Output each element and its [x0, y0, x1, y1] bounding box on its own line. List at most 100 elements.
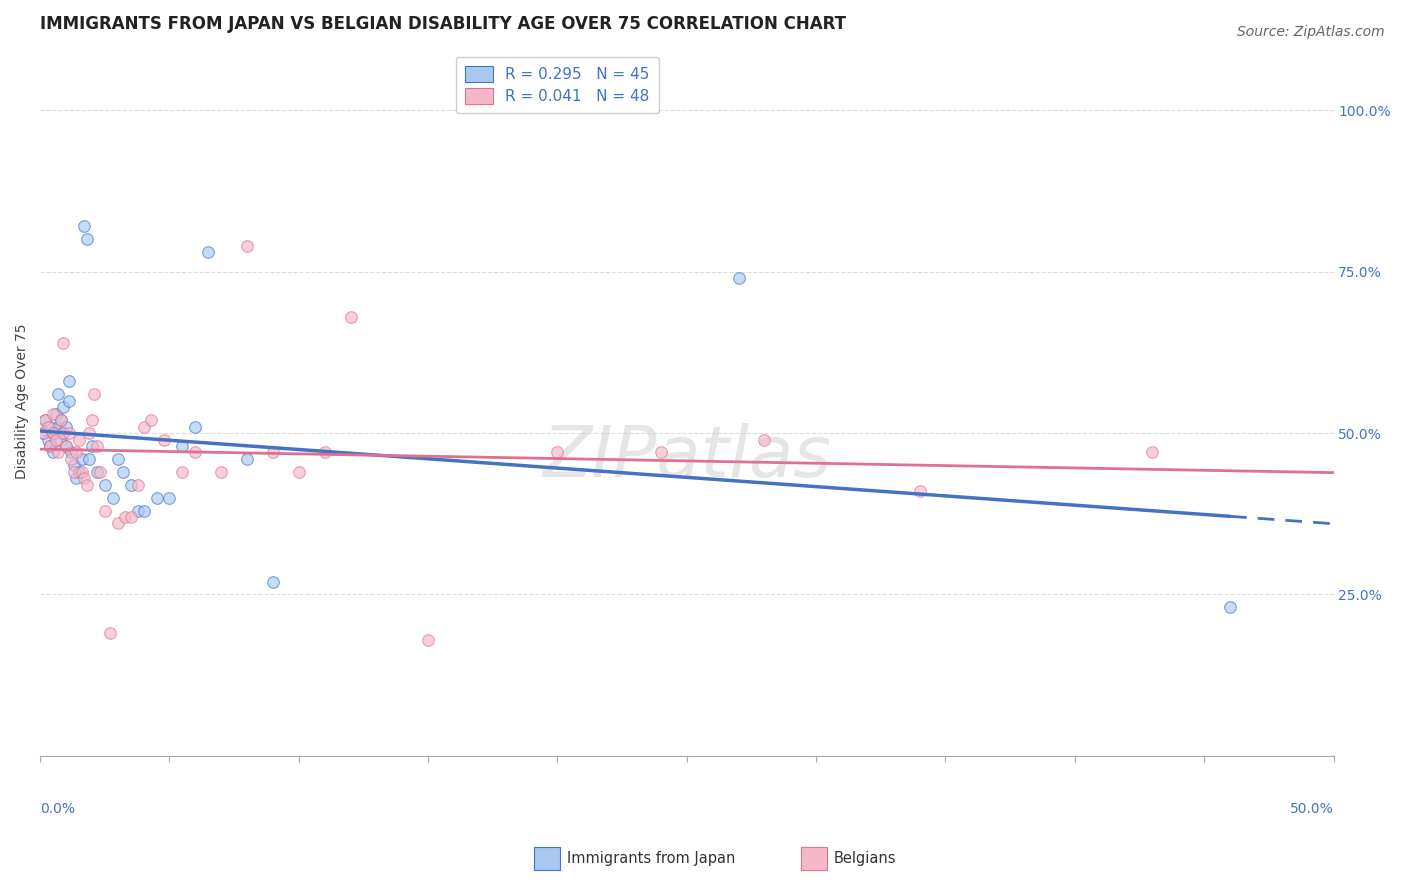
Point [34, 413, 56, 427]
Point [80, 413, 103, 427]
Text: Source: ZipAtlas.com: Source: ZipAtlas.com [1237, 25, 1385, 39]
Point [62, 465, 84, 479]
Point [49, 433, 72, 447]
Point [42, 407, 65, 421]
Point [172, 465, 194, 479]
Point [55, 439, 77, 453]
Point [55, 419, 77, 434]
Point [58, 426, 80, 441]
Point [45, 426, 67, 441]
Point [727, 271, 749, 285]
Point [52, 335, 75, 350]
Point [83, 387, 105, 401]
Point [172, 439, 194, 453]
Point [76, 232, 98, 246]
Point [132, 503, 155, 517]
Point [46, 419, 69, 434]
Point [39, 419, 62, 434]
Point [77, 426, 100, 441]
Point [197, 245, 219, 260]
Point [73, 471, 96, 485]
Point [80, 439, 103, 453]
Point [209, 465, 232, 479]
Point [262, 445, 284, 459]
Point [908, 484, 931, 499]
Point [86, 465, 108, 479]
Point [31, 426, 53, 441]
Point [52, 426, 75, 441]
Text: Belgians: Belgians [834, 851, 896, 866]
Point [39, 439, 62, 453]
Point [262, 574, 284, 589]
Point [184, 419, 207, 434]
Point [70, 451, 93, 466]
Point [288, 465, 311, 479]
Point [60, 445, 83, 459]
Point [94, 477, 117, 491]
Text: 50.0%: 50.0% [1289, 802, 1333, 816]
Point [60, 451, 83, 466]
Point [153, 433, 176, 447]
Text: ZIPatlas: ZIPatlas [543, 423, 831, 492]
Point [236, 451, 259, 466]
Point [77, 451, 100, 466]
Point [101, 491, 124, 505]
Point [67, 433, 90, 447]
Point [339, 310, 361, 324]
Point [46, 387, 69, 401]
Point [67, 465, 90, 479]
Point [236, 239, 259, 253]
Point [49, 413, 72, 427]
Point [42, 445, 65, 459]
Point [159, 491, 181, 505]
Point [70, 465, 93, 479]
Point [45, 433, 67, 447]
Point [114, 510, 136, 524]
Point [58, 375, 80, 389]
Point [34, 413, 56, 427]
Point [184, 445, 207, 459]
Point [58, 393, 80, 408]
Point [45, 407, 67, 421]
Y-axis label: Disability Age Over 75: Disability Age Over 75 [15, 323, 30, 478]
Point [120, 510, 142, 524]
Point [62, 458, 84, 473]
Point [145, 491, 167, 505]
Point [89, 465, 111, 479]
Point [1219, 600, 1241, 615]
Point [418, 632, 440, 647]
Point [98, 626, 121, 640]
Point [132, 419, 155, 434]
Point [120, 477, 142, 491]
Point [314, 445, 336, 459]
Point [1142, 445, 1164, 459]
Point [31, 426, 53, 441]
Point [141, 413, 163, 427]
Point [37, 433, 59, 447]
Point [39, 439, 62, 453]
Point [42, 426, 65, 441]
Point [111, 465, 134, 479]
Point [94, 503, 117, 517]
Point [73, 219, 96, 234]
Point [754, 433, 776, 447]
Point [650, 445, 672, 459]
Point [55, 439, 77, 453]
Point [86, 439, 108, 453]
Point [46, 445, 69, 459]
Point [52, 426, 75, 441]
Legend: R = 0.295   N = 45, R = 0.041   N = 48: R = 0.295 N = 45, R = 0.041 N = 48 [457, 57, 658, 113]
Point [42, 426, 65, 441]
Point [107, 516, 129, 531]
Point [37, 419, 59, 434]
Text: 0.0%: 0.0% [41, 802, 75, 816]
Point [546, 445, 568, 459]
Text: IMMIGRANTS FROM JAPAN VS BELGIAN DISABILITY AGE OVER 75 CORRELATION CHART: IMMIGRANTS FROM JAPAN VS BELGIAN DISABIL… [41, 15, 846, 33]
Point [127, 477, 149, 491]
Point [76, 477, 98, 491]
Point [49, 413, 72, 427]
Text: Immigrants from Japan: Immigrants from Japan [567, 851, 735, 866]
Point [107, 451, 129, 466]
Point [65, 471, 87, 485]
Point [52, 401, 75, 415]
